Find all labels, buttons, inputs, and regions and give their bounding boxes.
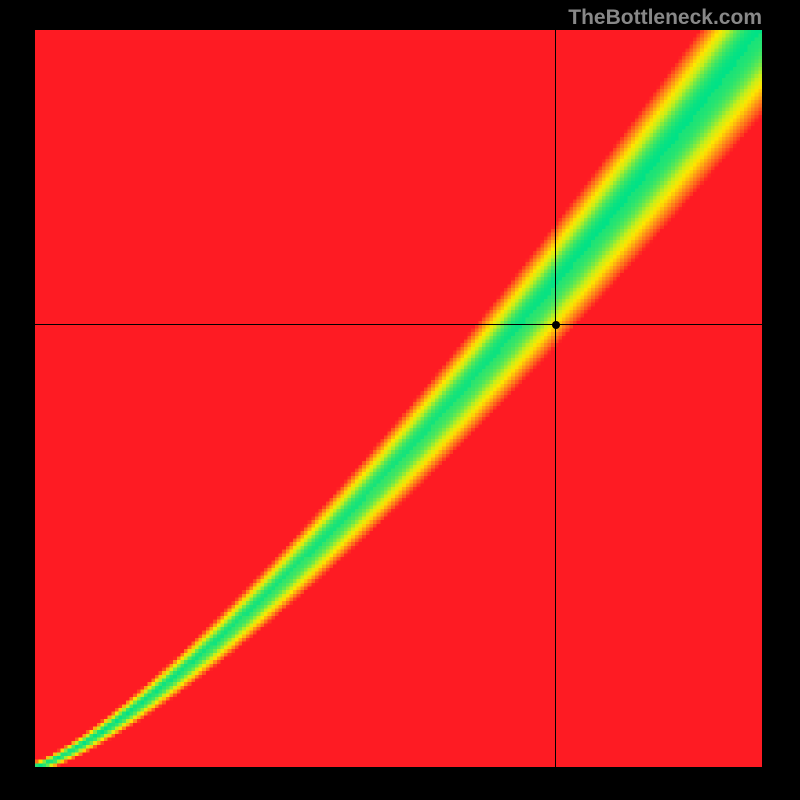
crosshair-marker <box>552 321 560 329</box>
bottleneck-heatmap <box>35 30 762 767</box>
chart-container: TheBottleneck.com <box>0 0 800 800</box>
watermark-text: TheBottleneck.com <box>568 6 762 30</box>
crosshair-horizontal <box>35 324 762 325</box>
crosshair-vertical <box>555 30 556 767</box>
